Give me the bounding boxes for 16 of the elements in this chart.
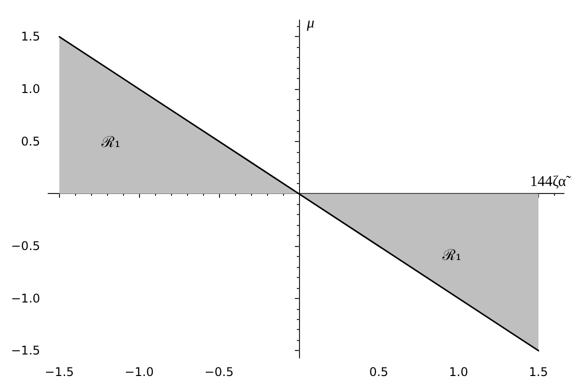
x-tick-label: 1.0 [449,365,468,379]
x-tick-label: −1.0 [124,365,154,379]
y-tick-label: −0.5 [11,239,40,254]
y-tick-label: 0.5 [21,134,40,148]
y-tick-label: 1.0 [21,82,40,96]
x-tick-label: −1.5 [44,365,74,379]
x-axis-title: 144ζα̃ [530,174,571,190]
x-tick-label: −0.5 [204,365,234,379]
y-tick-label: −1.0 [11,291,40,306]
y-tick-label: 1.5 [21,30,40,44]
annotation: ℛ₁ [100,133,121,151]
y-tick-label: −1.5 [11,344,40,358]
annotation: ℛ₁ [441,246,462,264]
y-axis-title: μ [306,16,315,32]
x-tick-label: 1.5 [528,365,548,379]
x-tick-label: 0.5 [369,365,388,379]
